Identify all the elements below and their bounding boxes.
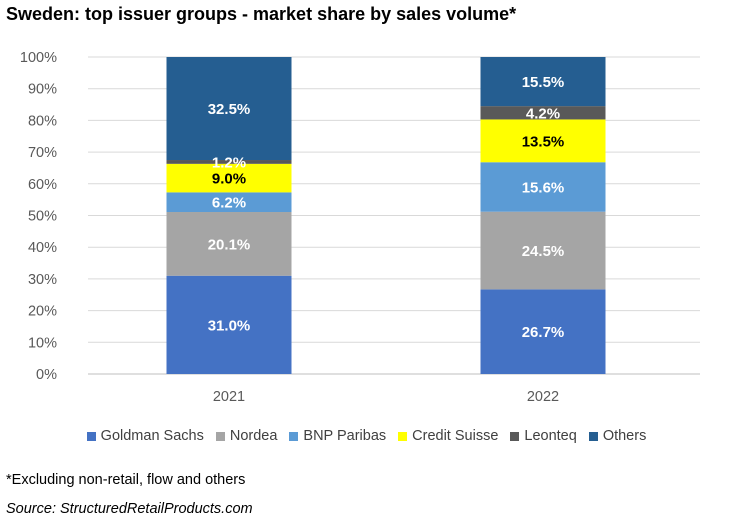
y-tick-label: 20% — [28, 304, 57, 320]
bar-segment — [166, 160, 292, 164]
legend-label: BNP Paribas — [303, 428, 387, 444]
legend-item: Leonteq — [510, 428, 577, 444]
legend-item: Goldman Sachs — [86, 428, 204, 444]
bar-segment — [480, 106, 606, 120]
legend-swatch — [215, 431, 225, 441]
legend-item: Credit Suisse — [398, 428, 498, 444]
data-label: 4.2% — [526, 105, 560, 122]
data-label: 15.6% — [522, 179, 565, 196]
bar-segment — [166, 275, 292, 374]
source-note: Source: StructuredRetailProducts.com — [6, 501, 253, 517]
x-category-label: 2022 — [527, 389, 559, 405]
legend-label: Leonteq — [524, 428, 577, 444]
y-tick-label: 100% — [20, 50, 57, 66]
data-label: 9.0% — [212, 171, 246, 188]
bar-segment — [480, 211, 606, 290]
bars — [166, 57, 606, 374]
bar-segment — [480, 289, 606, 374]
x-axis-categories: 2021 2022 — [213, 389, 559, 405]
y-tick-label: 10% — [28, 335, 57, 351]
data-label: 1.2% — [212, 154, 246, 171]
data-label: 20.1% — [208, 236, 251, 253]
legend-label: Goldman Sachs — [100, 428, 204, 444]
y-tick-label: 90% — [28, 82, 57, 98]
data-label: 26.7% — [522, 324, 565, 341]
legend-swatch — [588, 431, 598, 441]
bar-segment — [166, 57, 292, 161]
legend-label: Others — [602, 428, 647, 444]
legend-swatch — [510, 431, 520, 441]
y-tick-label: 50% — [28, 209, 57, 225]
legend-swatch — [398, 431, 408, 441]
legend-label: Credit Suisse — [412, 428, 499, 444]
bar-segment — [166, 163, 292, 193]
data-label: 32.5% — [208, 101, 251, 118]
y-tick-label: 0% — [36, 367, 57, 383]
x-category-label: 2021 — [213, 389, 245, 405]
data-label: 6.2% — [212, 195, 246, 212]
bar-segment — [166, 212, 292, 276]
footnote: *Excluding non-retail, flow and others — [6, 472, 246, 488]
legend: Goldman Sachs Nordea BNP Paribas Credit Sui… — [0, 428, 733, 444]
legend-item: BNP Paribas — [289, 428, 386, 444]
y-tick-label: 60% — [28, 177, 57, 193]
data-label: 24.5% — [522, 243, 565, 260]
y-tick-label: 30% — [28, 272, 57, 288]
legend-swatch — [86, 431, 96, 441]
legend-label: Nordea — [229, 428, 278, 444]
y-tick-label: 40% — [28, 240, 57, 256]
legend-swatch — [289, 431, 299, 441]
y-tick-label: 80% — [28, 113, 57, 129]
y-axis-ticks: 0% 10% 20% 30% 40% 50% 60% 70% 80% 90% 100% — [20, 50, 57, 383]
data-labels: 31.0% 20.1% 6.2% 9.0%1.2% 32.5% 26.7% 24.5% 15.… — [208, 74, 565, 341]
bar-segment — [480, 162, 606, 212]
y-tick-label: 70% — [28, 145, 57, 161]
data-label: 31.0% — [208, 317, 251, 334]
legend-item: Nordea — [215, 428, 278, 444]
chart-title: Sweden: top issuer groups - market share… — [6, 4, 517, 24]
data-label: 13.5% — [522, 133, 565, 150]
bar-segment — [480, 57, 606, 107]
bar-segment — [480, 119, 606, 163]
bar-segment — [166, 192, 292, 213]
data-label: 15.5% — [522, 74, 565, 91]
legend-item: Others — [588, 428, 647, 444]
